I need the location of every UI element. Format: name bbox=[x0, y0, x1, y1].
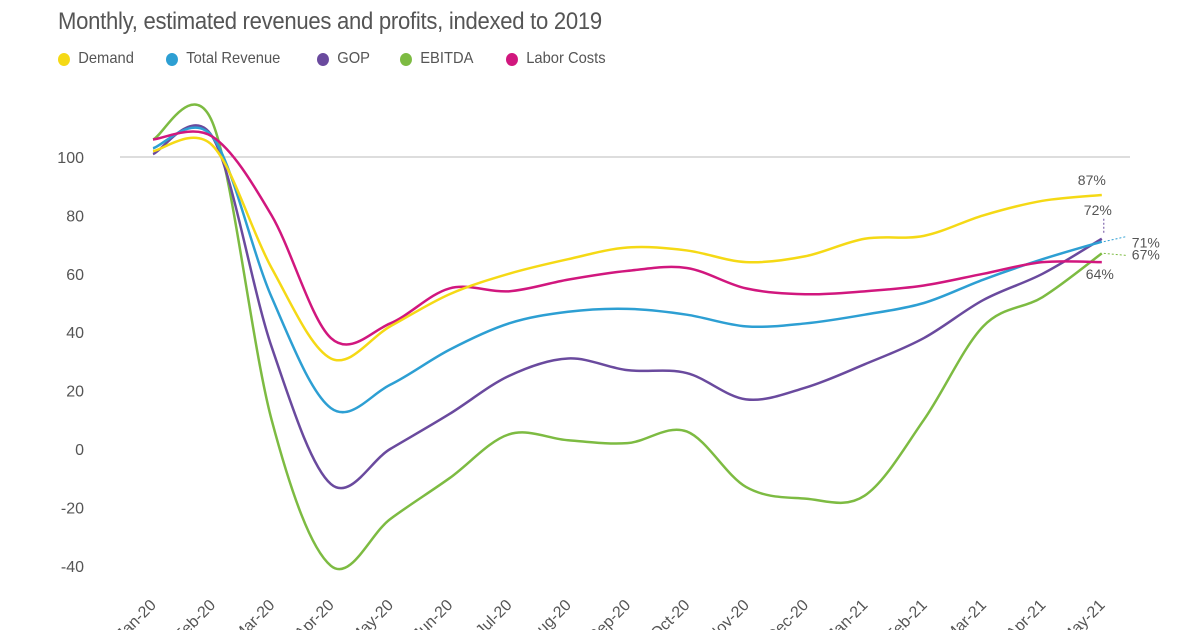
y-tick-label: 0 bbox=[75, 442, 84, 459]
leader-line bbox=[1103, 252, 1126, 256]
x-tick-label: May-21 bbox=[1059, 597, 1109, 630]
leader-line bbox=[1103, 236, 1126, 243]
y-tick-label: 60 bbox=[66, 267, 84, 284]
legend: Demand Total Revenue GOP EBITDA Labor Costs bbox=[58, 50, 614, 68]
x-tick-label: Feb-20 bbox=[171, 597, 219, 630]
end-value-label: 71% bbox=[1132, 235, 1160, 251]
y-tick-label: -40 bbox=[61, 559, 84, 576]
x-tick-label: Dec-20 bbox=[764, 597, 813, 630]
legend-dot-icon bbox=[400, 52, 413, 66]
end-value-label: 72% bbox=[1084, 202, 1112, 218]
y-tick-label: -20 bbox=[61, 500, 84, 517]
y-tick-label: 80 bbox=[66, 208, 84, 225]
y-tick-label: 20 bbox=[66, 384, 84, 401]
y-tick-label: 100 bbox=[57, 150, 84, 167]
legend-dot-icon bbox=[58, 52, 70, 66]
legend-dot-icon bbox=[316, 52, 329, 66]
x-tick-label: Jan-21 bbox=[825, 597, 872, 630]
legend-label: Total Revenue bbox=[186, 50, 281, 67]
legend-item: Total Revenue bbox=[166, 50, 281, 68]
x-tick-label: Oct-20 bbox=[648, 597, 694, 630]
series-line-total-revenue bbox=[152, 126, 1103, 414]
x-tick-label: May-20 bbox=[347, 597, 397, 630]
legend-label: EBITDA bbox=[420, 50, 474, 67]
series-line-gop bbox=[152, 124, 1103, 490]
legend-item: EBITDA bbox=[400, 50, 474, 68]
end-value-label: 67% bbox=[1132, 246, 1160, 262]
x-tick-label: Jan-20 bbox=[113, 597, 160, 630]
x-tick-label: Apr-21 bbox=[1003, 597, 1049, 630]
x-tick-label: Jun-20 bbox=[410, 597, 457, 630]
series-line-labor-costs bbox=[152, 130, 1102, 346]
legend-item: GOP bbox=[316, 50, 370, 68]
series-line-ebitda bbox=[152, 103, 1103, 571]
legend-label: Labor Costs bbox=[526, 50, 606, 67]
legend-item: Labor Costs bbox=[506, 50, 606, 68]
x-tick-label: Sep-20 bbox=[586, 597, 635, 630]
chart-subtitle: Monthly, estimated revenues and profits,… bbox=[58, 8, 602, 35]
y-tick-label: 40 bbox=[66, 325, 84, 342]
legend-label: Demand bbox=[78, 50, 134, 67]
series-line-demand bbox=[152, 136, 1102, 362]
end-value-label: 64% bbox=[1086, 266, 1114, 282]
end-value-label: 87% bbox=[1078, 172, 1106, 188]
legend-dot-icon bbox=[506, 52, 519, 66]
legend-item: Demand bbox=[58, 50, 134, 68]
x-tick-label: Nov-20 bbox=[704, 597, 753, 630]
x-tick-label: Aug-20 bbox=[526, 597, 575, 630]
x-tick-label: Feb-21 bbox=[883, 597, 931, 630]
x-tick-label: Apr-20 bbox=[292, 597, 338, 630]
legend-label: GOP bbox=[337, 50, 370, 67]
legend-dot-icon bbox=[166, 52, 179, 66]
x-tick-label: Mar-21 bbox=[942, 597, 990, 630]
x-tick-label: Mar-20 bbox=[231, 597, 279, 630]
x-tick-label: Jul-20 bbox=[473, 597, 516, 630]
